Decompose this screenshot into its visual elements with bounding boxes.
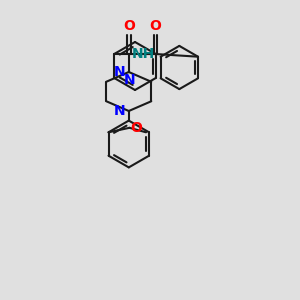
Text: N: N	[114, 65, 125, 79]
Text: O: O	[130, 121, 142, 135]
Text: N: N	[124, 73, 135, 87]
Text: O: O	[123, 19, 135, 33]
Text: N: N	[114, 104, 125, 118]
Text: NH: NH	[132, 47, 155, 61]
Text: O: O	[149, 19, 161, 33]
